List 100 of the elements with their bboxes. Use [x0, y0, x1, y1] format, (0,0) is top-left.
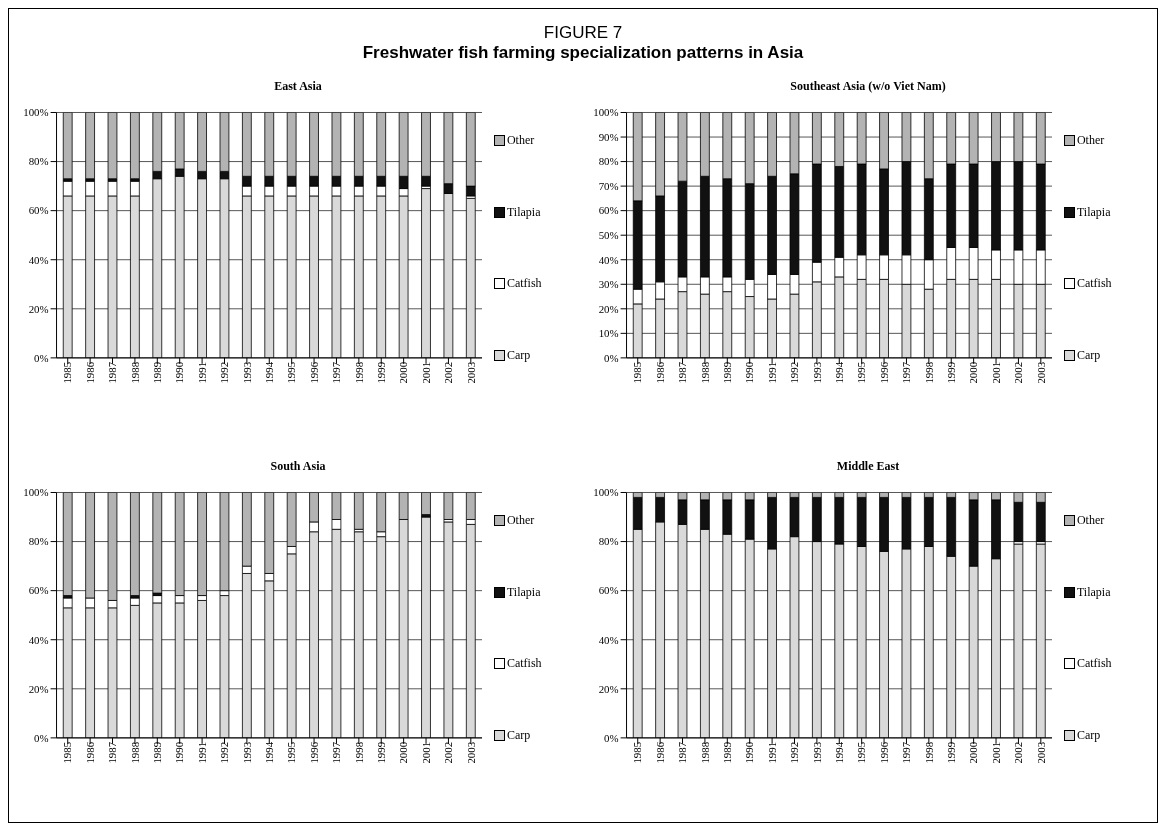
x-tick-label: 1988	[698, 741, 711, 764]
x-tick-label: 1994	[263, 741, 276, 764]
y-tick-label: 70%	[598, 179, 619, 192]
y-tick-label: 40%	[28, 633, 49, 646]
x-tick-label: 1995	[855, 741, 868, 764]
x-tick-label: 2000	[967, 741, 980, 764]
x-tick-label: 1987	[676, 741, 689, 764]
y-tick-label: 20%	[598, 302, 619, 315]
legend-label: Tilapia	[1076, 584, 1111, 600]
x-tick-label: 1987	[676, 361, 689, 384]
x-tick-label: 1999	[375, 361, 388, 384]
x-tick-label: 1994	[833, 361, 846, 384]
x-tick-label: 1993	[810, 361, 823, 384]
x-tick-label: 1998	[922, 361, 935, 384]
y-tick-label: 0%	[604, 731, 619, 744]
bar	[443, 492, 454, 520]
x-tick-label: 1989	[151, 361, 164, 384]
x-tick-label: 1997	[330, 361, 343, 384]
x-tick-label: 2000	[397, 361, 410, 384]
x-tick-label: 1988	[128, 361, 141, 384]
x-tick-label: 2003	[464, 741, 477, 764]
bar	[62, 492, 73, 596]
x-tick-label: 2001	[419, 741, 432, 764]
x-tick-label: 1985	[631, 361, 644, 384]
x-tick-label: 1998	[922, 741, 935, 764]
x-tick-label: 1996	[307, 361, 320, 384]
x-tick-label: 1988	[128, 741, 141, 764]
x-tick-label: 1991	[765, 361, 778, 384]
legend-label: Catfish	[506, 656, 542, 672]
x-tick-label: 1990	[173, 361, 186, 384]
y-tick-label: 100%	[593, 106, 619, 119]
x-tick-label: 1995	[855, 361, 868, 384]
x-tick-label: 1994	[833, 741, 846, 764]
x-tick-label: 2000	[397, 741, 410, 764]
x-tick-label: 1991	[195, 741, 208, 764]
x-tick-label: 1990	[173, 741, 186, 764]
y-tick-label: 60%	[598, 204, 619, 217]
x-tick-label: 2003	[464, 361, 477, 384]
x-tick-label: 1993	[240, 361, 253, 384]
x-tick-label: 1997	[900, 741, 913, 764]
y-tick-label: 40%	[28, 253, 49, 266]
y-tick-label: 80%	[598, 155, 619, 168]
x-tick-label: 1989	[721, 361, 734, 384]
x-tick-label: 1999	[945, 361, 958, 384]
y-tick-label: 60%	[598, 584, 619, 597]
bar	[62, 112, 73, 180]
x-tick-label: 1996	[307, 741, 320, 764]
y-tick-label: 100%	[23, 106, 49, 119]
x-tick-label: 1985	[61, 741, 74, 764]
x-tick-label: 1997	[900, 361, 913, 384]
x-tick-label: 1989	[151, 741, 164, 764]
y-tick-label: 20%	[598, 682, 619, 695]
x-tick-label: 2001	[419, 361, 432, 384]
x-tick-label: 2003	[1034, 361, 1047, 384]
bar	[219, 492, 230, 592]
legend-label: Carp	[506, 347, 531, 363]
x-tick-label: 1999	[375, 741, 388, 764]
y-tick-label: 80%	[28, 155, 49, 168]
legend-label: Other	[506, 133, 535, 148]
y-tick-label: 20%	[28, 682, 49, 695]
y-tick-label: 30%	[598, 278, 619, 291]
y-tick-label: 80%	[28, 535, 49, 548]
x-tick-label: 2001	[989, 361, 1002, 384]
chart-title: East Asia	[273, 78, 323, 95]
chart-title: South Asia	[269, 458, 327, 475]
chart-title: Southeast Asia (w/o Viet Nam)	[789, 78, 947, 95]
x-tick-label: 1995	[285, 361, 298, 384]
y-tick-label: 0%	[604, 351, 619, 364]
y-tick-label: 50%	[598, 229, 619, 242]
y-tick-label: 100%	[593, 486, 619, 499]
legend-label: Catfish	[506, 276, 542, 292]
x-tick-label: 1990	[743, 361, 756, 384]
x-tick-label: 1992	[218, 361, 231, 384]
x-tick-label: 1996	[877, 741, 890, 764]
bar	[85, 112, 95, 180]
x-tick-label: 2002	[1012, 361, 1025, 384]
x-tick-label: 1986	[653, 741, 666, 764]
x-tick-label: 1987	[106, 741, 119, 764]
bar	[376, 492, 387, 533]
y-tick-label: 100%	[23, 486, 49, 499]
bar	[353, 492, 364, 530]
x-tick-label: 1986	[653, 361, 666, 384]
y-tick-label: 60%	[28, 204, 49, 217]
legend-label: Tilapia	[1076, 204, 1111, 220]
legend-label: Carp	[1076, 347, 1101, 363]
x-tick-label: 2003	[1034, 741, 1047, 764]
x-tick-label: 1992	[788, 741, 801, 764]
legend-label: Other	[506, 513, 535, 528]
bar	[421, 492, 431, 515]
caption: FIGURE 7	[542, 23, 624, 43]
x-tick-label: 2001	[989, 741, 1002, 764]
x-tick-label: 1988	[698, 361, 711, 384]
x-tick-label: 1998	[352, 741, 365, 764]
x-tick-label: 1986	[83, 361, 96, 384]
y-tick-label: 60%	[28, 584, 49, 597]
bar	[130, 492, 140, 596]
x-tick-label: 1992	[788, 361, 801, 384]
x-tick-label: 1996	[877, 361, 890, 384]
bar	[107, 112, 118, 180]
x-tick-label: 1993	[810, 741, 823, 764]
